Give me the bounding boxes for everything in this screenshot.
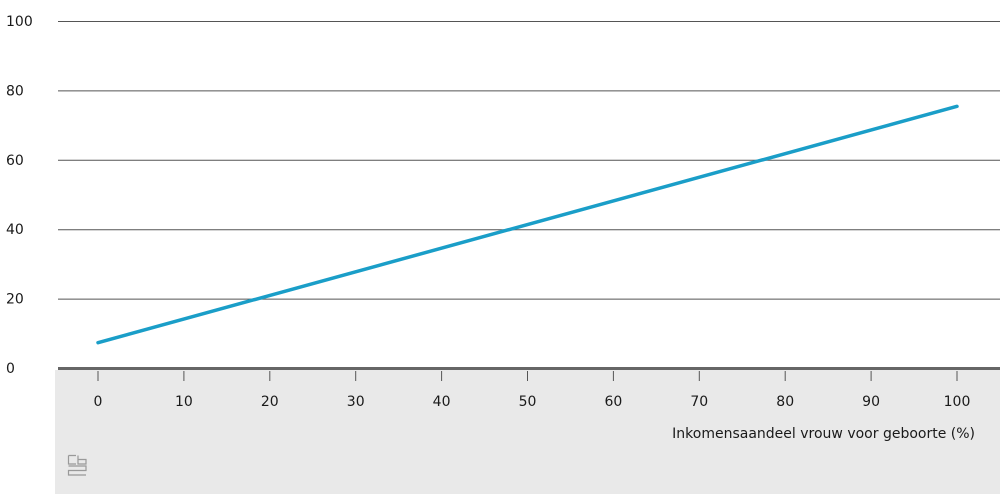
x-tick-label: 50: [519, 394, 537, 410]
x-tick-label: 40: [433, 394, 451, 410]
x-tick-label: 20: [261, 394, 279, 410]
x-tick-label: 70: [690, 394, 708, 410]
x-axis-band: [55, 370, 1000, 494]
x-tick-label: 30: [347, 394, 365, 410]
y-tick-label: 0: [6, 361, 15, 377]
series-line: [96, 104, 959, 345]
y-tick-label: 60: [6, 153, 24, 169]
x-tick-label: 80: [776, 394, 794, 410]
x-tick-label: 90: [862, 394, 880, 410]
x-tick-label: 0: [94, 394, 103, 410]
series-group: [96, 104, 959, 345]
x-axis-label: Inkomensaandeel vrouw voor geboorte (%): [672, 426, 975, 442]
y-tick-label: 80: [6, 83, 24, 99]
x-tick-label: 100: [944, 394, 971, 410]
y-axis-ticks: 0 20 40 60 80 100: [6, 14, 33, 377]
cbs-logo-icon: [67, 454, 87, 476]
x-axis-ticks: 0 10 20 30 40 50 60 70 80 90 100: [94, 371, 971, 410]
x-tick-label: 10: [175, 394, 193, 410]
y-tick-label: 100: [6, 14, 33, 30]
y-tick-label: 20: [6, 292, 24, 308]
x-tick-label: 60: [604, 394, 622, 410]
y-tick-label: 40: [6, 222, 24, 238]
gridlines: [58, 21, 1000, 300]
